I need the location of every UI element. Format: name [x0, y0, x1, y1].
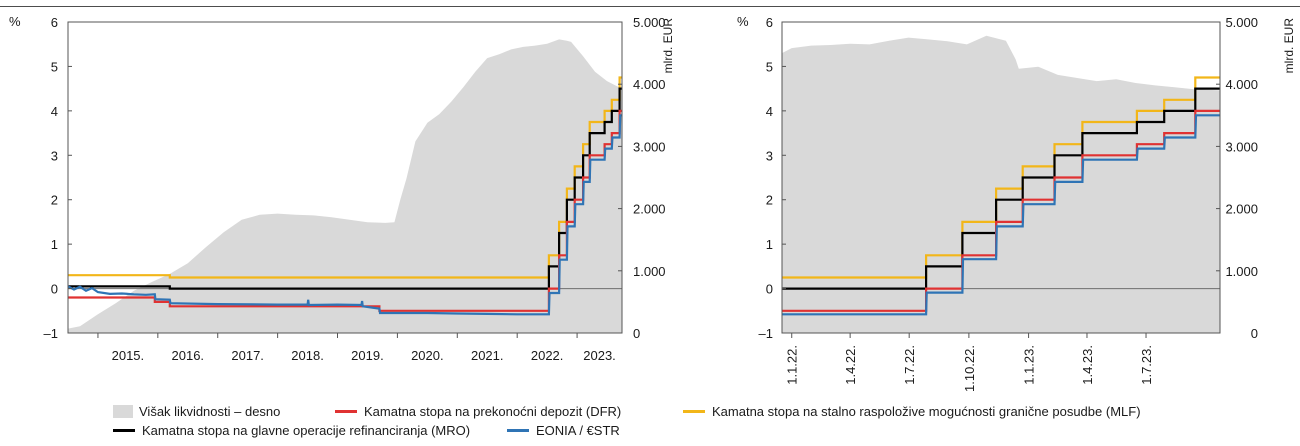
panel-left-chart: –1 0 1 2 3 4 5 6 0 1.000 2.000 3.000 4.000 5.000 2015.…: [9, 14, 675, 363]
x-tick-label: 2019.: [351, 348, 384, 363]
axes-layer: –1 0 1 2 3 4 5 6 0 1.000 2.000 3.000 4.000 5.000 1.1.2…: [759, 15, 1258, 392]
y2-tick-label: 0: [1251, 326, 1258, 341]
y2-tick-label: 3.000: [633, 139, 666, 154]
y-tick-label: 6: [766, 15, 773, 30]
dfr-line: [68, 109, 622, 312]
eonia-line: [67, 114, 622, 316]
y-tick-label: 5: [51, 59, 58, 74]
x-tick-label: 2015.: [112, 348, 145, 363]
y2-tick-label: 5.000: [633, 15, 666, 30]
x-tick-label: 2021.: [471, 348, 504, 363]
y2-tick-label: 5.000: [1225, 15, 1258, 30]
y-tick-label: 2: [51, 193, 58, 208]
x-tick-label: 1.7.23.: [1139, 345, 1154, 385]
plot-frame: [67, 21, 623, 334]
y-tick-label: –1: [44, 326, 58, 341]
x-tick-label: 2023.: [583, 348, 616, 363]
x-tick-label: 1.4.23.: [1080, 345, 1095, 385]
y-tick-label: 0: [51, 282, 58, 297]
y-tick-label: 3: [766, 148, 773, 163]
x-tick-label: 1.1.22.: [785, 345, 800, 385]
y-tick-label: –1: [759, 326, 773, 341]
y-tick-label: 4: [51, 104, 58, 119]
plot-frame: [781, 21, 1221, 334]
y-tick-label: 6: [51, 15, 58, 30]
y-tick-label: 5: [766, 59, 773, 74]
x-tick-label: 2020.: [411, 348, 444, 363]
right-axis-unit: mlrd. EUR: [1282, 18, 1296, 74]
left-axis-unit: %: [737, 14, 749, 29]
y2-tick-label: 1.000: [633, 264, 666, 279]
y-tick-label: 3: [51, 148, 58, 163]
x-tick-label: 1.10.22.: [962, 345, 977, 392]
y-tick-label: 2: [766, 193, 773, 208]
x-tick-label: 2017.: [231, 348, 264, 363]
liquidity-area-layer: [782, 35, 1220, 333]
y2-tick-label: 4.000: [1225, 77, 1258, 92]
rate-lines-layer: [67, 76, 622, 316]
mro-line: [68, 87, 622, 290]
panel-right-chart: –1 0 1 2 3 4 5 6 0 1.000 2.000 3.000 4.000 5.000 1.1.2…: [737, 14, 1296, 392]
liquidity-area: [68, 39, 622, 334]
liquidity-area: [782, 35, 1220, 333]
x-tick-label: 2022.: [531, 348, 564, 363]
x-tick-label: 2016.: [172, 348, 205, 363]
y-tick-label: 4: [766, 104, 773, 119]
liquidity-area-layer: [68, 39, 622, 334]
y-tick-label: 1: [766, 237, 773, 252]
y2-tick-label: 2.000: [633, 202, 666, 217]
eonia-line: [782, 114, 1220, 316]
right-axis-unit: mlrd. EUR: [661, 18, 675, 74]
y2-tick-label: 2.000: [1225, 202, 1258, 217]
rate-lines-layer: [782, 76, 1220, 316]
x-tick-label: 2018.: [291, 348, 324, 363]
axes-layer: –1 0 1 2 3 4 5 6 0 1.000 2.000 3.000 4.000 5.000 2015.…: [44, 15, 666, 363]
y2-tick-label: 0: [633, 326, 640, 341]
y-tick-label: 0: [766, 282, 773, 297]
x-tick-label: 1.7.22.: [902, 345, 917, 385]
y2-tick-label: 4.000: [633, 77, 666, 92]
x-tick-label: 1.4.22.: [843, 345, 858, 385]
y2-tick-label: 1.000: [1225, 264, 1258, 279]
y2-tick-label: 3.000: [1225, 139, 1258, 154]
x-tick-label: 1.1.23.: [1022, 345, 1037, 385]
y-tick-label: 1: [51, 237, 58, 252]
left-axis-unit: %: [9, 14, 21, 29]
